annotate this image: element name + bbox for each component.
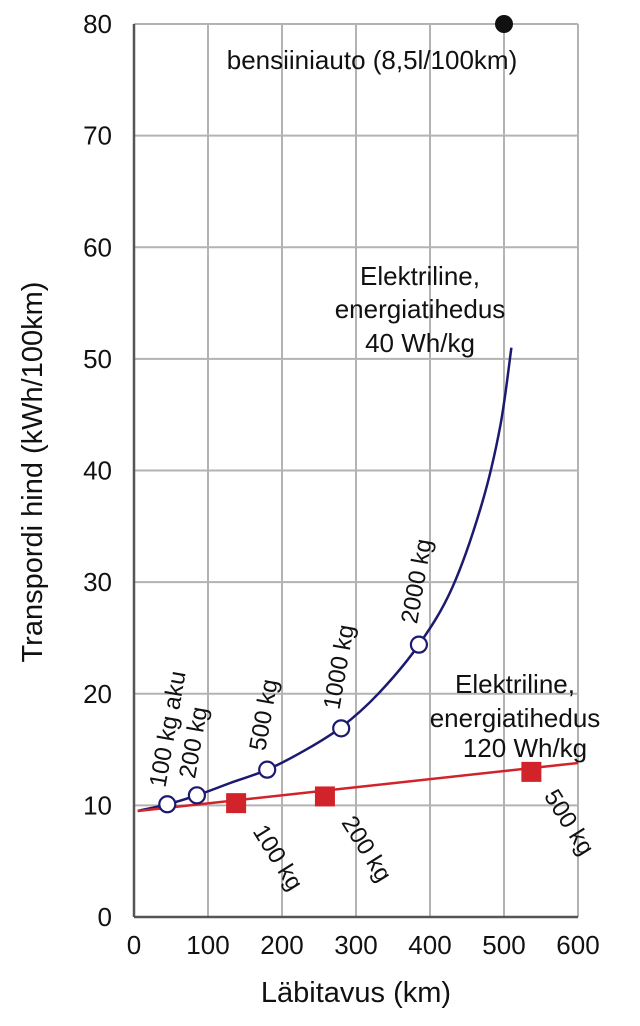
y-tick-label-0: 0	[98, 902, 112, 932]
series-1-point-label-1: 200 kg	[336, 811, 397, 886]
x-tick-label-400: 400	[408, 930, 451, 960]
y-tick-label-70: 70	[83, 121, 112, 151]
x-axis-label: Läbitavus (km)	[261, 977, 451, 1009]
series-1-point-label-2: 500 kg	[538, 785, 599, 860]
series-0-point-1	[187, 786, 206, 805]
x-tick-label-300: 300	[334, 930, 377, 960]
series-1-label-line-2: energiatihedus	[430, 703, 601, 733]
y-axis-label: Transpordi hind (kWh/100km)	[17, 282, 49, 663]
x-tick-label-100: 100	[186, 930, 229, 960]
series-0-label-line-1: Elektriline,	[360, 261, 480, 291]
y-tick-label-10: 10	[83, 790, 112, 820]
series-0-label-line-2: energiatihedus	[335, 294, 506, 324]
series-0-point-0	[158, 795, 177, 814]
series-0-point-label-2: 500 kg	[245, 677, 284, 753]
y-tick-label-20: 20	[83, 679, 112, 709]
series-0-point-3	[332, 719, 351, 738]
x-tick-label-600: 600	[556, 930, 599, 960]
series-1-point-0	[226, 793, 247, 814]
tick-labels: 0 100 200 300 400 500 600 0 10 20 30 40 50 60 70 80	[83, 9, 600, 960]
reference-point-label: bensiiniauto (8,5l/100km)	[227, 45, 518, 75]
series-0-point-4	[409, 635, 428, 654]
series-1-point-label-0: 100 kg	[247, 820, 308, 895]
series-1-label-line-1: Elektriline,	[455, 669, 575, 699]
series-0-label-line-3: 40 Wh/kg	[365, 328, 475, 358]
x-tick-label-500: 500	[482, 930, 525, 960]
reference-point-marker	[495, 15, 513, 33]
y-tick-label-60: 60	[83, 232, 112, 262]
y-tick-label-30: 30	[83, 567, 112, 597]
x-tick-label-200: 200	[260, 930, 303, 960]
y-tick-label-50: 50	[83, 344, 112, 374]
markers	[158, 635, 542, 814]
series-1-line	[137, 761, 579, 813]
series-1-point-1	[314, 786, 335, 807]
series-1-point-2	[521, 761, 542, 782]
x-tick-label-0: 0	[127, 930, 141, 960]
y-tick-label-40: 40	[83, 456, 112, 486]
series-1-label-line-3: 120 Wh/kg	[463, 733, 587, 763]
series-0-point-2	[258, 760, 277, 779]
grid	[132, 23, 579, 919]
y-tick-label-80: 80	[83, 9, 112, 39]
series-0-point-label-3: 1000 kg	[319, 623, 360, 712]
